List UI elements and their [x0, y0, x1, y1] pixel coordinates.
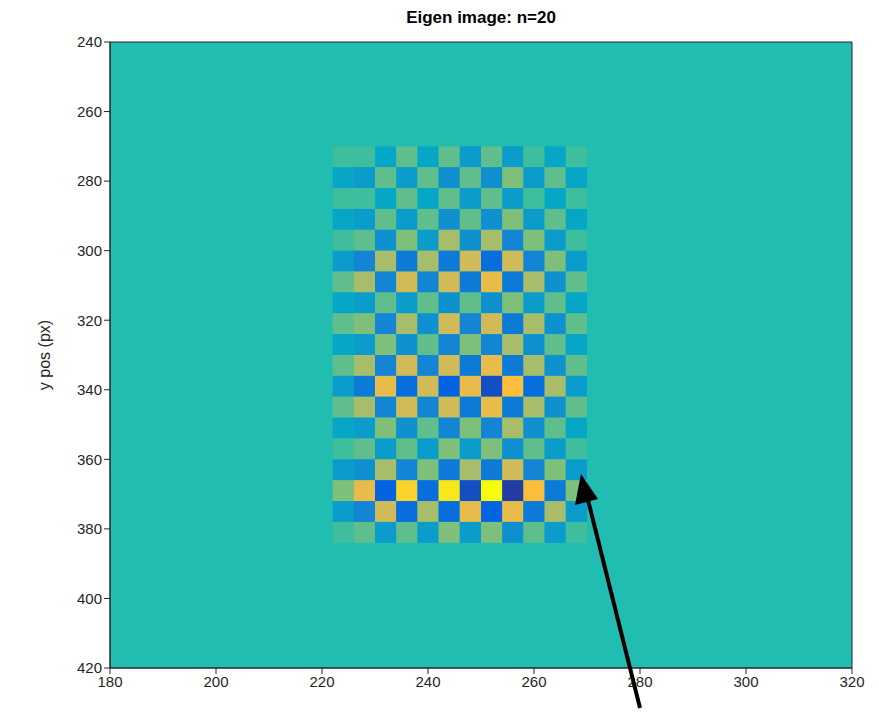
html-text:Eigen image: n=20: Eigen image: n=20: [406, 8, 556, 27]
svg-text:420: 420: [77, 659, 102, 676]
svg-text:240: 240: [77, 33, 102, 50]
svg-text:320: 320: [839, 673, 864, 690]
svg-text:300: 300: [733, 673, 758, 690]
svg-text:280: 280: [77, 172, 102, 189]
svg-text:300: 300: [77, 242, 102, 259]
svg-text:200: 200: [203, 673, 228, 690]
svg-text:220: 220: [309, 673, 334, 690]
svg-text:340: 340: [77, 381, 102, 398]
svg-text:400: 400: [77, 590, 102, 607]
svg-text:360: 360: [77, 451, 102, 468]
svg-text:380: 380: [77, 520, 102, 537]
svg-text:260: 260: [77, 103, 102, 120]
svg-text:180: 180: [97, 672, 123, 690]
svg-text:280: 280: [627, 673, 652, 690]
svg-text:260: 260: [521, 673, 546, 690]
svg-text:320: 320: [77, 312, 102, 329]
svg-text:y pos (px): y pos (px): [36, 320, 53, 390]
svg-text:240: 240: [415, 673, 440, 690]
